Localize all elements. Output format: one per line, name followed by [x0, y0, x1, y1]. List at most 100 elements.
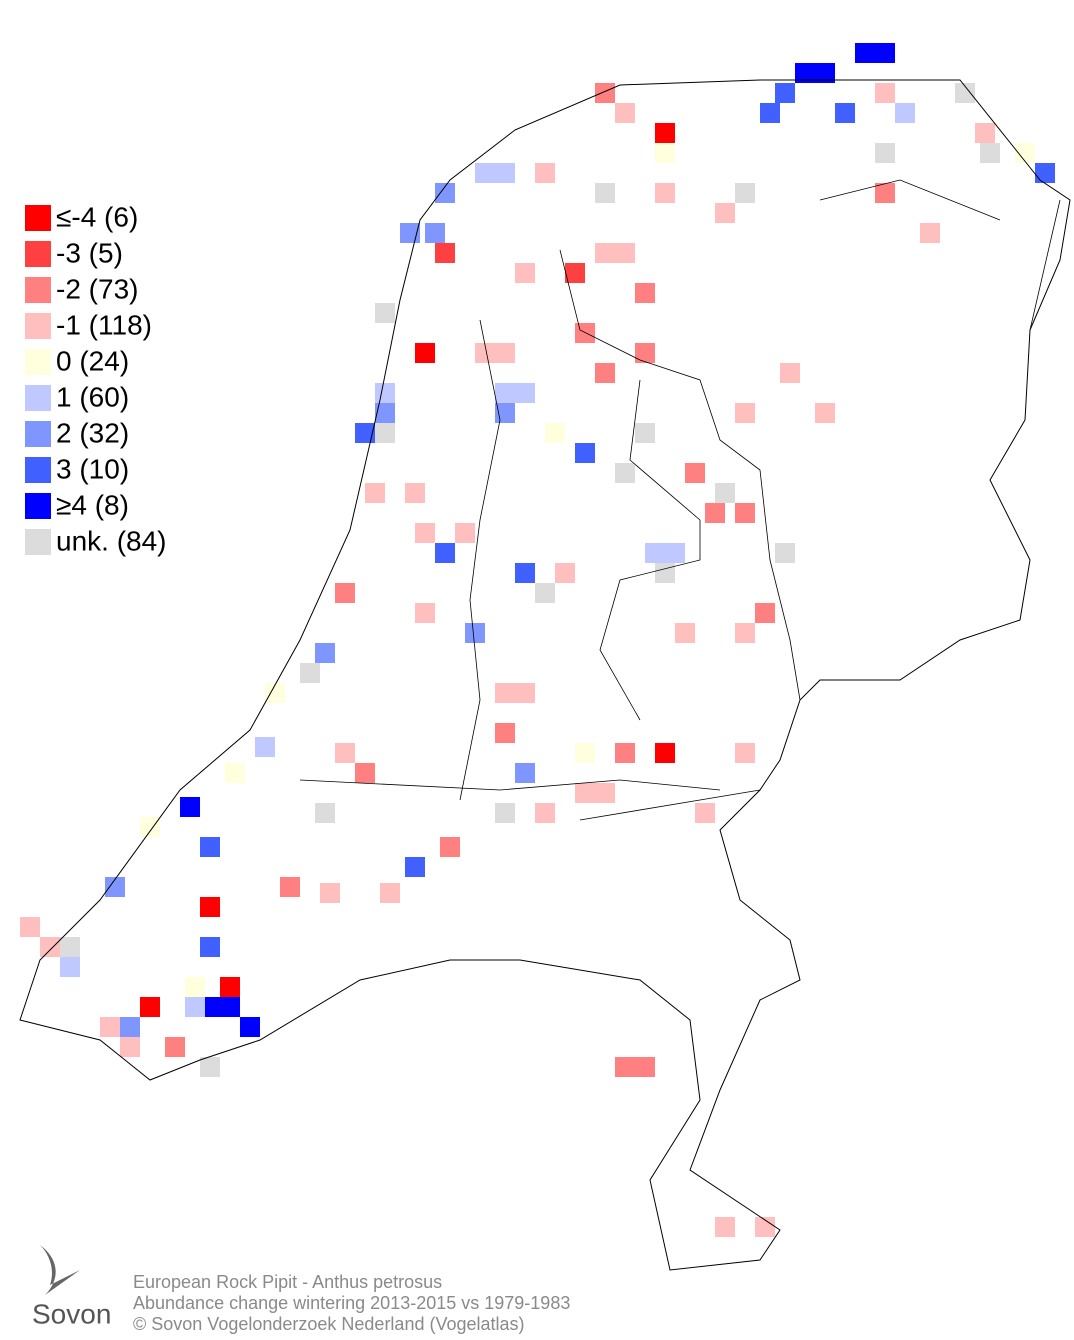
grid-cell: [165, 1037, 185, 1057]
grid-cell: [715, 203, 735, 223]
grid-cell: [495, 403, 515, 423]
legend-label: ≤-4 (6): [56, 201, 138, 232]
grid-cell: [875, 183, 895, 203]
grid-cell: [495, 343, 515, 363]
footer-description: Abundance change wintering 2013-2015 vs …: [133, 1293, 570, 1313]
country-outline: [19, 79, 1071, 1271]
grid-cell: [875, 83, 895, 103]
grid-cell: [775, 543, 795, 563]
grid-cell: [425, 223, 445, 243]
grid-cell: [735, 503, 755, 523]
legend-label: unk. (84): [56, 525, 167, 556]
grid-cell: [120, 1017, 140, 1037]
grid-cell: [200, 937, 220, 957]
logo-text: Sovon: [32, 1298, 111, 1329]
legend-swatch: [25, 349, 51, 375]
grid-cell: [440, 837, 460, 857]
grid-cell: [515, 263, 535, 283]
grid-cell: [355, 423, 375, 443]
grid-cell: [975, 123, 995, 143]
grid-cell: [735, 183, 755, 203]
grid-cell: [635, 343, 655, 363]
grid-cell: [595, 183, 615, 203]
grid-cell: [200, 897, 220, 917]
grid-cell: [380, 883, 400, 903]
grid-cell: [760, 103, 780, 123]
grid-cell: [1035, 163, 1055, 183]
grid-cell: [665, 543, 685, 563]
grid-cell: [875, 43, 895, 63]
grid-cell: [615, 103, 635, 123]
grid-cell: [575, 443, 595, 463]
grid-cell: [645, 543, 665, 563]
grid-cell: [895, 103, 915, 123]
grid-cell: [120, 1037, 140, 1057]
grid-cell: [435, 543, 455, 563]
grid-cell: [615, 743, 635, 763]
legend-swatch: [25, 205, 51, 231]
grid-cell: [200, 1057, 220, 1077]
grid-cell: [735, 403, 755, 423]
grid-cell: [655, 183, 675, 203]
grid-cell: [705, 503, 725, 523]
grid-cell: [715, 483, 735, 503]
legend-label: -3 (5): [56, 237, 123, 268]
grid-cell: [575, 783, 595, 803]
province-borders: [299, 179, 1061, 821]
grid-cell: [20, 917, 40, 937]
grid-cell: [635, 423, 655, 443]
grid-cell: [575, 743, 595, 763]
grid-cell: [405, 483, 425, 503]
grid-cell: [315, 643, 335, 663]
grid-cell: [775, 83, 795, 103]
grid-cell: [875, 143, 895, 163]
grid-cell: [60, 937, 80, 957]
grid-cell: [615, 463, 635, 483]
grid-cell: [455, 523, 475, 543]
grid-cell: [300, 663, 320, 683]
legend-swatch: [25, 493, 51, 519]
grid-cell: [140, 817, 160, 837]
grid-cell: [735, 743, 755, 763]
grid-cell: [920, 223, 940, 243]
grid-cell: [140, 997, 160, 1017]
grid-cell: [575, 323, 595, 343]
grid-cell: [495, 163, 515, 183]
grid-cell: [375, 423, 395, 443]
legend-label: 2 (32): [56, 417, 129, 448]
legend-swatch: [25, 241, 51, 267]
grid-cell: [815, 403, 835, 423]
grid-cell: [595, 363, 615, 383]
legend-label: ≥4 (8): [56, 489, 129, 520]
grid-cell: [535, 583, 555, 603]
grid-cell: [535, 803, 555, 823]
grid-cell: [365, 483, 385, 503]
grid-cell: [980, 143, 1000, 163]
grid-cell: [200, 837, 220, 857]
grid-cell: [555, 563, 575, 583]
grid-cell: [220, 977, 240, 997]
grid-cell: [655, 143, 675, 163]
grid-cell: [405, 857, 425, 877]
grid-cell: [495, 803, 515, 823]
grid-cell: [1015, 143, 1035, 163]
grid-cell: [615, 1057, 635, 1077]
grid-cell: [435, 243, 455, 263]
legend-label: 0 (24): [56, 345, 129, 376]
grid-cell: [595, 783, 615, 803]
grid-cell: [335, 743, 355, 763]
grid-cell: [655, 743, 675, 763]
grid-cell: [815, 63, 835, 83]
grid-cell: [415, 603, 435, 623]
grid-cell: [185, 977, 205, 997]
grid-cell: [515, 763, 535, 783]
grid-cell: [415, 343, 435, 363]
grid-cell: [255, 737, 275, 757]
grid-cell: [495, 383, 515, 403]
grid-cell: [180, 797, 200, 817]
grid-cell: [475, 163, 495, 183]
grid-cell: [220, 997, 240, 1017]
grid-cell: [655, 563, 675, 583]
grid-cell: [855, 43, 875, 63]
